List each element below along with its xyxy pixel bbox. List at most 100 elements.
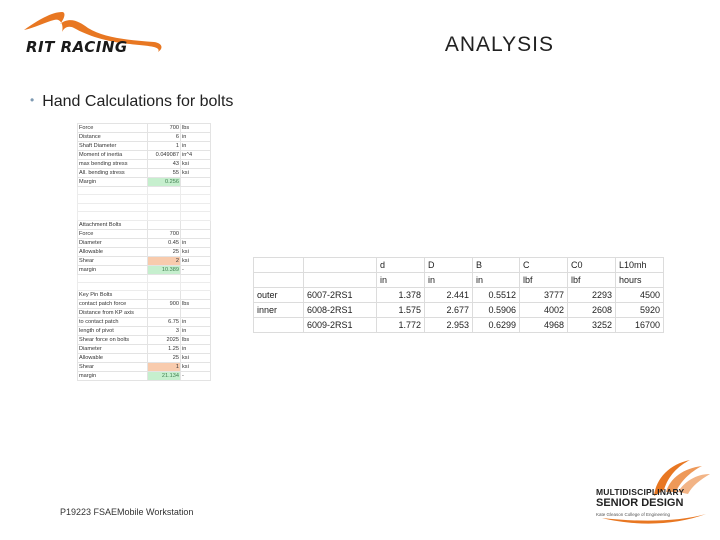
sheet-cell: ksi bbox=[180, 362, 211, 373]
spreadsheet-body: Force 700 lbs Distance 6 in Shaft Diameter 1 in M… bbox=[77, 123, 211, 382]
sheet-cell: - bbox=[180, 264, 211, 275]
sheet-cell: to contact patch bbox=[77, 317, 148, 328]
sheet-cell: 2025 bbox=[147, 335, 181, 346]
bearing-cell: 2293 bbox=[567, 287, 616, 303]
bearing-cell: outer bbox=[253, 287, 304, 303]
sheet-row bbox=[77, 273, 211, 283]
sheet-cell bbox=[180, 177, 211, 187]
sheet-cell: 0.049087 bbox=[147, 150, 181, 160]
sheet-cell: contact patch force bbox=[77, 299, 148, 310]
bearing-cell bbox=[253, 317, 304, 333]
sheet-row: Shear force on bolts 2025 lbs bbox=[77, 335, 211, 346]
sheet-cell: in bbox=[180, 317, 211, 328]
bearing-cell: 5920 bbox=[615, 302, 664, 318]
sheet-cell: max bending stress bbox=[77, 159, 148, 169]
bearing-table-body: d D B C C0 L10mh in in in lbf lbf hours outer 6007-2R… bbox=[253, 257, 664, 333]
sheet-row: Distance from KP axis bbox=[77, 308, 211, 319]
bullet-dot: • bbox=[30, 93, 35, 107]
sheet-cell bbox=[147, 185, 181, 196]
sheet-cell: lbs bbox=[180, 299, 211, 310]
sheet-cell: Shaft Diameter bbox=[77, 141, 148, 151]
sheet-cell bbox=[147, 194, 181, 204]
sheet-cell bbox=[180, 308, 211, 319]
sheet-cell: in bbox=[180, 141, 211, 151]
bearing-cell: 2.677 bbox=[424, 302, 473, 318]
sheet-cell: in bbox=[180, 237, 211, 248]
bearing-cell bbox=[303, 257, 377, 273]
bearing-cell: inner bbox=[253, 302, 304, 318]
sheet-cell: 25 bbox=[147, 246, 181, 257]
sheet-row: to contact patch 6.75 in bbox=[77, 317, 211, 328]
sheet-cell bbox=[147, 273, 181, 283]
sheet-cell: 1 bbox=[147, 362, 181, 373]
sheet-row: Distance 6 in bbox=[77, 132, 211, 142]
sheet-cell bbox=[180, 281, 211, 292]
sheet-cell bbox=[147, 202, 181, 213]
sheet-cell bbox=[180, 219, 211, 230]
bearing-cell: 0.6299 bbox=[472, 317, 520, 333]
bearing-cell: 6007-2RS1 bbox=[303, 287, 377, 303]
bearing-row: d D B C C0 L10mh bbox=[253, 257, 664, 273]
sheet-row bbox=[77, 211, 211, 221]
sheet-row: Allowable 25 ksi bbox=[77, 246, 211, 257]
sheet-cell: All. bending stress bbox=[77, 168, 148, 178]
bearing-cell: D bbox=[424, 257, 473, 273]
sheet-cell: 21.134 bbox=[147, 371, 181, 382]
sheet-row: margin 21.134- bbox=[77, 371, 211, 382]
sheet-cell: length of pivot bbox=[77, 326, 148, 337]
bearing-cell: d bbox=[376, 257, 425, 273]
bearing-cell bbox=[253, 272, 304, 288]
sheet-cell: Key Pin Bolts bbox=[77, 290, 148, 301]
sheet-cell: Force bbox=[77, 123, 148, 133]
sheet-cell: in bbox=[180, 326, 211, 337]
sheet-cell bbox=[147, 219, 181, 230]
bearing-cell: hours bbox=[615, 272, 664, 288]
sheet-cell bbox=[77, 211, 148, 221]
sheet-cell: 25 bbox=[147, 353, 181, 364]
sheet-row: Attachment Bolts bbox=[77, 219, 211, 230]
bearing-row: 6009-2RS1 1.772 2.953 0.6299 4968 3252 16700 bbox=[253, 317, 664, 333]
msd-line-1: MULTIDISCIPLINARY bbox=[596, 487, 685, 497]
bearing-cell bbox=[253, 257, 304, 273]
bearing-cell: 1.772 bbox=[376, 317, 425, 333]
bearing-row: in in in lbf lbf hours bbox=[253, 272, 664, 288]
sheet-cell: in bbox=[180, 344, 211, 355]
bearing-cell: 4968 bbox=[519, 317, 568, 333]
sheet-cell bbox=[147, 211, 181, 221]
sheet-cell: 700 bbox=[147, 123, 181, 133]
bearing-cell bbox=[303, 272, 377, 288]
bearing-cell: L10mh bbox=[615, 257, 664, 273]
bearing-cell: C bbox=[519, 257, 568, 273]
sheet-cell bbox=[180, 185, 211, 196]
hand-calc-spreadsheet: Force 700 lbs Distance 6 in Shaft Diameter 1 in M… bbox=[77, 123, 211, 382]
bearing-cell: 1.378 bbox=[376, 287, 425, 303]
bearing-table: d D B C C0 L10mh in in in lbf lbf hours outer 6007-2R… bbox=[253, 257, 664, 333]
sheet-row bbox=[77, 281, 211, 292]
sheet-cell: Attachment Bolts bbox=[77, 219, 148, 230]
sheet-cell: ksi bbox=[180, 168, 211, 178]
sheet-cell: Distance from KP axis bbox=[77, 308, 148, 319]
sheet-cell: ksi bbox=[180, 353, 211, 364]
sheet-cell: Allowable bbox=[77, 353, 148, 364]
sheet-row: Shaft Diameter 1 in bbox=[77, 141, 211, 151]
sheet-row bbox=[77, 202, 211, 213]
sheet-cell: 0.256 bbox=[147, 177, 181, 187]
sheet-cell: Allowable bbox=[77, 246, 148, 257]
sheet-row bbox=[77, 194, 211, 204]
bearing-cell: 6008-2RS1 bbox=[303, 302, 377, 318]
bearing-cell: 2.441 bbox=[424, 287, 473, 303]
sheet-cell bbox=[77, 194, 148, 204]
sheet-cell: Diameter bbox=[77, 237, 148, 248]
sheet-cell bbox=[180, 194, 211, 204]
sheet-cell: 10.389 bbox=[147, 264, 181, 275]
sheet-cell: - bbox=[180, 371, 211, 382]
sheet-row: Margin 0.256 bbox=[77, 177, 211, 187]
sheet-row: length of pivot 3 in bbox=[77, 326, 211, 337]
sheet-cell: 1 bbox=[147, 141, 181, 151]
sheet-cell: Margin bbox=[77, 177, 148, 187]
sheet-row: All. bending stress 55 ksi bbox=[77, 168, 211, 178]
sheet-row: Force 700 lbs bbox=[77, 123, 211, 133]
sheet-cell bbox=[147, 290, 181, 301]
bullet-item: • Hand Calculations for bolts bbox=[30, 93, 233, 111]
bearing-cell: 3777 bbox=[519, 287, 568, 303]
